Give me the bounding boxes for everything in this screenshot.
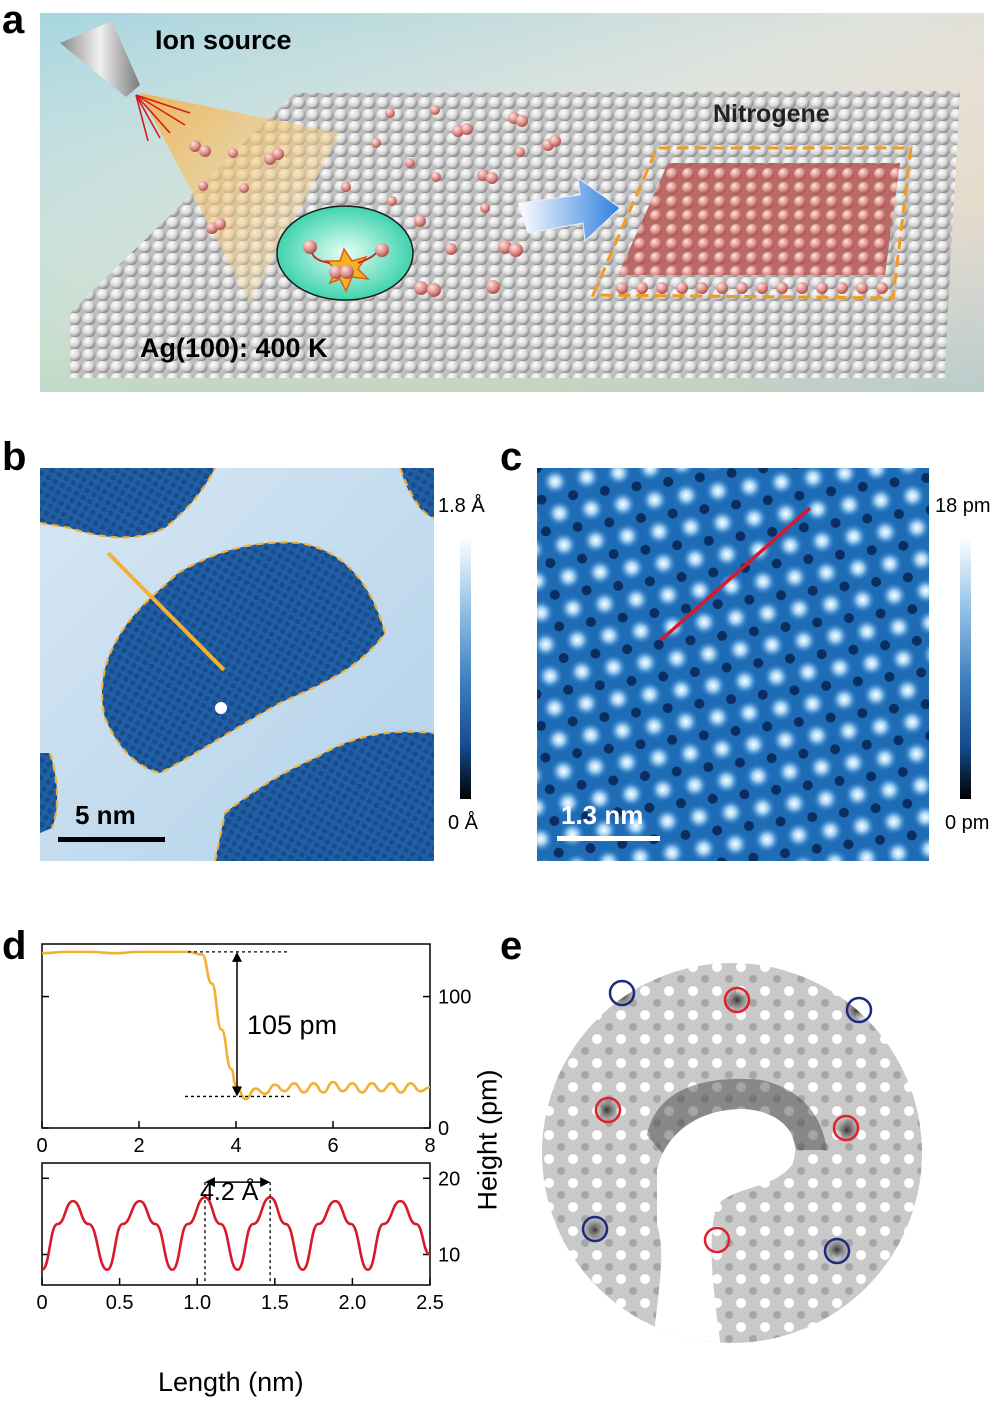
- panel-letter-c: c: [500, 435, 523, 479]
- scale-bar-b: [58, 837, 165, 842]
- profile-line-c: [659, 506, 812, 642]
- nitrogene-boundary: [590, 146, 913, 300]
- step-arrow-head-top: [232, 951, 242, 962]
- ion-source-label: Ion source: [155, 25, 292, 55]
- colorbar-c-max: 18 pm: [935, 495, 991, 517]
- plot-frame-d-top: [41, 943, 431, 1129]
- x-tick-label: 0: [36, 1292, 47, 1314]
- panel-letter-e: e: [500, 924, 523, 968]
- period-arrow-head-right: [260, 1177, 271, 1188]
- substrate-label: Ag(100): 400 K: [140, 333, 328, 363]
- panel-letter-a: a: [2, 0, 25, 42]
- colorbar-c: [960, 537, 971, 799]
- x-tick-label: 6: [327, 1135, 338, 1157]
- period-arrow-head-left: [204, 1177, 215, 1188]
- colorbar-c-min: 0 pm: [945, 812, 990, 834]
- annotation-period: 4.2 Å: [200, 1178, 259, 1206]
- x-tick-label: 2.5: [416, 1292, 444, 1314]
- marker-blue-1: [608, 979, 636, 1007]
- y-tick-label: 20: [438, 1168, 460, 1190]
- ion-rays: [135, 94, 191, 142]
- scale-bar-label-b: 5 nm: [75, 800, 136, 830]
- x-tick-label: 2: [133, 1135, 144, 1157]
- x-tick-label: 4: [230, 1135, 241, 1157]
- marker-red-2: [594, 1096, 622, 1124]
- profile-series-d-bottom: [40, 1196, 431, 1272]
- marker-red-1: [723, 986, 751, 1014]
- panel-letter-d: d: [2, 924, 27, 968]
- panel-letter-b: b: [2, 435, 27, 479]
- nitrogene-edge-atoms: [616, 282, 888, 294]
- nitrogen-atoms: [189, 105, 561, 297]
- x-tick-label: 1.0: [183, 1292, 211, 1314]
- x-tick-label: 1.5: [261, 1292, 289, 1314]
- colorbar-b-min: 0 Å: [448, 812, 479, 834]
- x-tick-label: 2.0: [338, 1292, 366, 1314]
- panel-e-afm-image: [542, 963, 922, 1343]
- panel-b-stm-image: [40, 468, 434, 861]
- nitrogene-sheet: [618, 163, 900, 275]
- x-tick-label: 8: [424, 1135, 435, 1157]
- y-tick-label: 10: [438, 1245, 460, 1267]
- marker-blue-3: [581, 1215, 609, 1243]
- marker-red-3: [832, 1114, 860, 1142]
- profile-line-b: [106, 551, 226, 672]
- panel-a-schematic: [40, 13, 984, 392]
- marker-red-4: [703, 1226, 731, 1254]
- nitrogene-label: Nitrogene: [713, 100, 830, 128]
- annotation-step-height: 105 pm: [247, 1010, 338, 1040]
- x-tick-label: 0.5: [106, 1292, 134, 1314]
- profile-series-d-top: [41, 950, 431, 1101]
- step-arrow-head-bottom: [232, 1086, 242, 1097]
- ion-source-nozzle: [60, 21, 140, 97]
- scale-bar-c: [557, 836, 660, 841]
- colorbar-b: [460, 537, 471, 799]
- plot-frame-d-bottom: [41, 1162, 431, 1286]
- x-tick-label: 0: [36, 1135, 47, 1157]
- marker-blue-4: [823, 1237, 851, 1265]
- shared-y-axis-label: Height (pm): [472, 1069, 503, 1211]
- shared-x-axis-label: Length (nm): [158, 1367, 304, 1397]
- formation-arrow: [517, 176, 621, 243]
- scale-bar-label-c: 1.3 nm: [561, 800, 644, 830]
- y-tick-label: 100: [438, 987, 471, 1009]
- y-tick-label: 0: [438, 1118, 449, 1140]
- marker-blue-2: [845, 996, 873, 1024]
- panel-c-stm-image: [537, 468, 929, 861]
- colorbar-b-max: 1.8 Å: [438, 495, 485, 517]
